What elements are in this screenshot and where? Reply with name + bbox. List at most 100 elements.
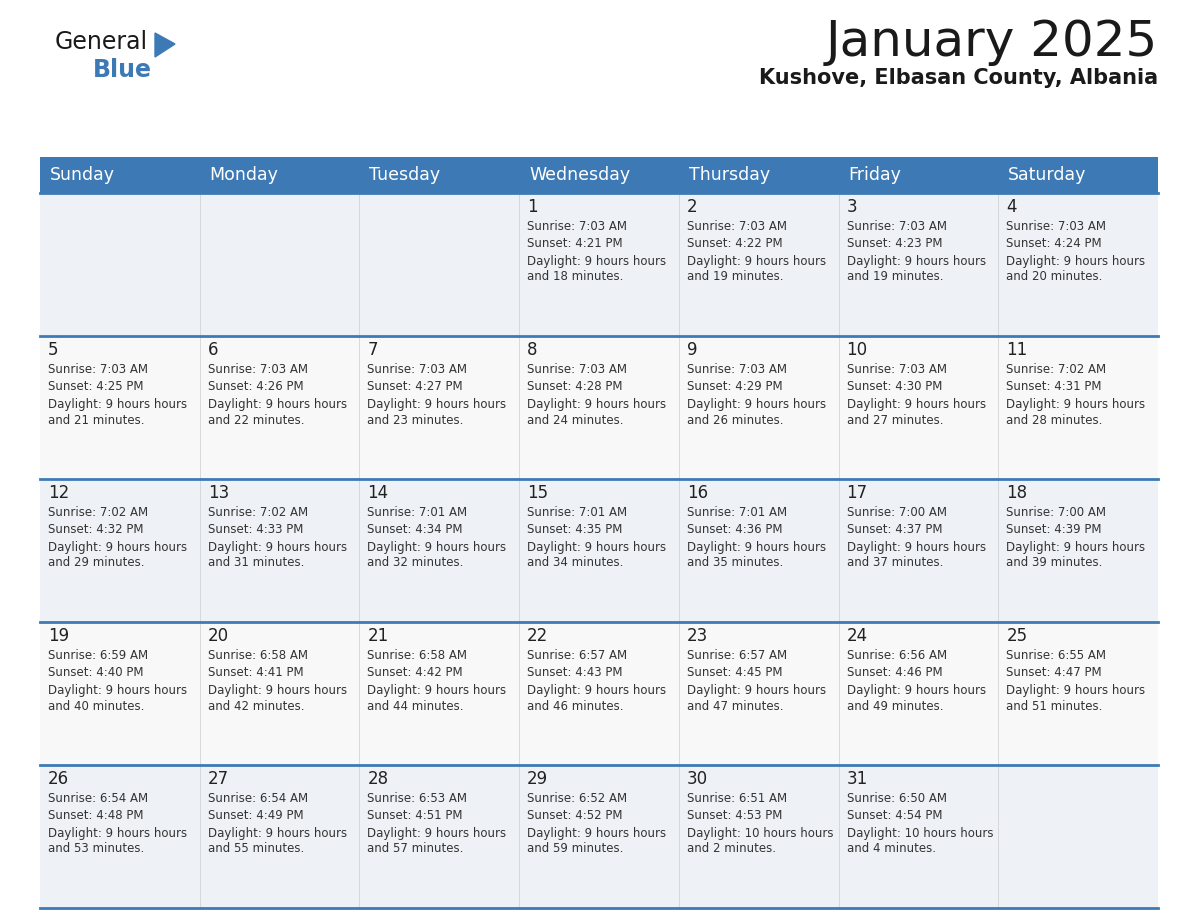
Text: Daylight: 9 hours hours: Daylight: 9 hours hours	[48, 541, 188, 554]
Text: and 53 minutes.: and 53 minutes.	[48, 843, 144, 856]
Text: Daylight: 9 hours hours: Daylight: 9 hours hours	[367, 397, 506, 410]
Polygon shape	[154, 33, 175, 57]
Text: and 21 minutes.: and 21 minutes.	[48, 413, 145, 427]
Text: Monday: Monday	[210, 166, 279, 184]
Text: Daylight: 9 hours hours: Daylight: 9 hours hours	[687, 541, 826, 554]
Text: Sunrise: 7:02 AM: Sunrise: 7:02 AM	[1006, 363, 1106, 375]
Text: 6: 6	[208, 341, 219, 359]
Text: Sunrise: 7:02 AM: Sunrise: 7:02 AM	[208, 506, 308, 519]
Text: and 20 minutes.: and 20 minutes.	[1006, 271, 1102, 284]
Text: and 24 minutes.: and 24 minutes.	[527, 413, 624, 427]
Text: Sunrise: 7:03 AM: Sunrise: 7:03 AM	[847, 219, 947, 233]
Text: Daylight: 9 hours hours: Daylight: 9 hours hours	[847, 684, 986, 697]
Text: Sunrise: 6:57 AM: Sunrise: 6:57 AM	[527, 649, 627, 662]
Text: Sunrise: 6:58 AM: Sunrise: 6:58 AM	[367, 649, 467, 662]
Text: Sunset: 4:53 PM: Sunset: 4:53 PM	[687, 809, 782, 823]
Text: Daylight: 9 hours hours: Daylight: 9 hours hours	[367, 541, 506, 554]
Text: Sunset: 4:30 PM: Sunset: 4:30 PM	[847, 380, 942, 393]
Text: Daylight: 9 hours hours: Daylight: 9 hours hours	[527, 254, 666, 267]
Text: Daylight: 9 hours hours: Daylight: 9 hours hours	[687, 397, 826, 410]
Text: Daylight: 9 hours hours: Daylight: 9 hours hours	[367, 826, 506, 840]
Text: and 37 minutes.: and 37 minutes.	[847, 556, 943, 569]
Text: Sunset: 4:31 PM: Sunset: 4:31 PM	[1006, 380, 1101, 393]
Text: Sunset: 4:37 PM: Sunset: 4:37 PM	[847, 523, 942, 536]
Text: and 27 minutes.: and 27 minutes.	[847, 413, 943, 427]
Text: Daylight: 9 hours hours: Daylight: 9 hours hours	[527, 397, 666, 410]
Text: and 31 minutes.: and 31 minutes.	[208, 556, 304, 569]
Text: Sunrise: 7:02 AM: Sunrise: 7:02 AM	[48, 506, 148, 519]
Text: 11: 11	[1006, 341, 1028, 359]
Text: Sunset: 4:35 PM: Sunset: 4:35 PM	[527, 523, 623, 536]
Text: 9: 9	[687, 341, 697, 359]
Text: Sunset: 4:25 PM: Sunset: 4:25 PM	[48, 380, 144, 393]
Text: and 40 minutes.: and 40 minutes.	[48, 700, 145, 712]
Text: Sunrise: 7:03 AM: Sunrise: 7:03 AM	[1006, 219, 1106, 233]
Text: Sunrise: 6:58 AM: Sunrise: 6:58 AM	[208, 649, 308, 662]
Text: Wednesday: Wednesday	[529, 166, 631, 184]
Text: and 18 minutes.: and 18 minutes.	[527, 271, 624, 284]
Text: and 57 minutes.: and 57 minutes.	[367, 843, 463, 856]
Text: 14: 14	[367, 484, 388, 502]
Text: Sunset: 4:41 PM: Sunset: 4:41 PM	[208, 666, 303, 679]
Text: Sunset: 4:27 PM: Sunset: 4:27 PM	[367, 380, 463, 393]
Text: and 49 minutes.: and 49 minutes.	[847, 700, 943, 712]
Text: Sunset: 4:49 PM: Sunset: 4:49 PM	[208, 809, 303, 823]
Text: and 46 minutes.: and 46 minutes.	[527, 700, 624, 712]
Text: Sunset: 4:54 PM: Sunset: 4:54 PM	[847, 809, 942, 823]
Text: and 29 minutes.: and 29 minutes.	[48, 556, 145, 569]
Text: 8: 8	[527, 341, 538, 359]
Text: 19: 19	[48, 627, 69, 645]
Text: Blue: Blue	[93, 58, 152, 82]
Text: Tuesday: Tuesday	[369, 166, 441, 184]
Text: Sunset: 4:26 PM: Sunset: 4:26 PM	[208, 380, 303, 393]
Text: Daylight: 10 hours hours: Daylight: 10 hours hours	[687, 826, 833, 840]
Text: January 2025: January 2025	[826, 18, 1158, 66]
Text: 20: 20	[208, 627, 229, 645]
Text: Sunset: 4:28 PM: Sunset: 4:28 PM	[527, 380, 623, 393]
Text: and 55 minutes.: and 55 minutes.	[208, 843, 304, 856]
Text: Sunrise: 6:54 AM: Sunrise: 6:54 AM	[208, 791, 308, 805]
Text: and 19 minutes.: and 19 minutes.	[687, 271, 783, 284]
Text: Daylight: 9 hours hours: Daylight: 9 hours hours	[527, 684, 666, 697]
Text: and 28 minutes.: and 28 minutes.	[1006, 413, 1102, 427]
Bar	[40, 622, 1158, 765]
Text: Daylight: 9 hours hours: Daylight: 9 hours hours	[208, 826, 347, 840]
Text: 23: 23	[687, 627, 708, 645]
Text: Sunset: 4:43 PM: Sunset: 4:43 PM	[527, 666, 623, 679]
Text: Sunrise: 7:03 AM: Sunrise: 7:03 AM	[208, 363, 308, 375]
Text: Daylight: 9 hours hours: Daylight: 9 hours hours	[208, 397, 347, 410]
Text: Sunset: 4:48 PM: Sunset: 4:48 PM	[48, 809, 144, 823]
Text: and 47 minutes.: and 47 minutes.	[687, 700, 783, 712]
Text: Sunset: 4:36 PM: Sunset: 4:36 PM	[687, 523, 783, 536]
Text: Sunrise: 7:03 AM: Sunrise: 7:03 AM	[527, 219, 627, 233]
Text: and 22 minutes.: and 22 minutes.	[208, 413, 304, 427]
Text: Sunset: 4:39 PM: Sunset: 4:39 PM	[1006, 523, 1101, 536]
Text: 2: 2	[687, 198, 697, 216]
Text: and 42 minutes.: and 42 minutes.	[208, 700, 304, 712]
Text: Sunset: 4:24 PM: Sunset: 4:24 PM	[1006, 237, 1102, 250]
Text: 29: 29	[527, 770, 549, 788]
Text: 25: 25	[1006, 627, 1028, 645]
Text: Sunrise: 6:50 AM: Sunrise: 6:50 AM	[847, 791, 947, 805]
Text: Sunrise: 7:01 AM: Sunrise: 7:01 AM	[527, 506, 627, 519]
Text: 26: 26	[48, 770, 69, 788]
Bar	[40, 765, 1158, 908]
Text: 16: 16	[687, 484, 708, 502]
Text: 18: 18	[1006, 484, 1028, 502]
Text: Sunset: 4:32 PM: Sunset: 4:32 PM	[48, 523, 144, 536]
Text: Sunset: 4:23 PM: Sunset: 4:23 PM	[847, 237, 942, 250]
Text: Daylight: 9 hours hours: Daylight: 9 hours hours	[527, 541, 666, 554]
Text: and 19 minutes.: and 19 minutes.	[847, 271, 943, 284]
Text: 31: 31	[847, 770, 867, 788]
Text: and 39 minutes.: and 39 minutes.	[1006, 556, 1102, 569]
Text: Sunrise: 7:01 AM: Sunrise: 7:01 AM	[367, 506, 468, 519]
Text: 17: 17	[847, 484, 867, 502]
Text: Sunrise: 6:59 AM: Sunrise: 6:59 AM	[48, 649, 148, 662]
Text: 10: 10	[847, 341, 867, 359]
Text: Daylight: 9 hours hours: Daylight: 9 hours hours	[1006, 684, 1145, 697]
Text: 21: 21	[367, 627, 388, 645]
Text: Sunset: 4:29 PM: Sunset: 4:29 PM	[687, 380, 783, 393]
Text: and 23 minutes.: and 23 minutes.	[367, 413, 463, 427]
Text: 1: 1	[527, 198, 538, 216]
Text: Daylight: 9 hours hours: Daylight: 9 hours hours	[687, 254, 826, 267]
